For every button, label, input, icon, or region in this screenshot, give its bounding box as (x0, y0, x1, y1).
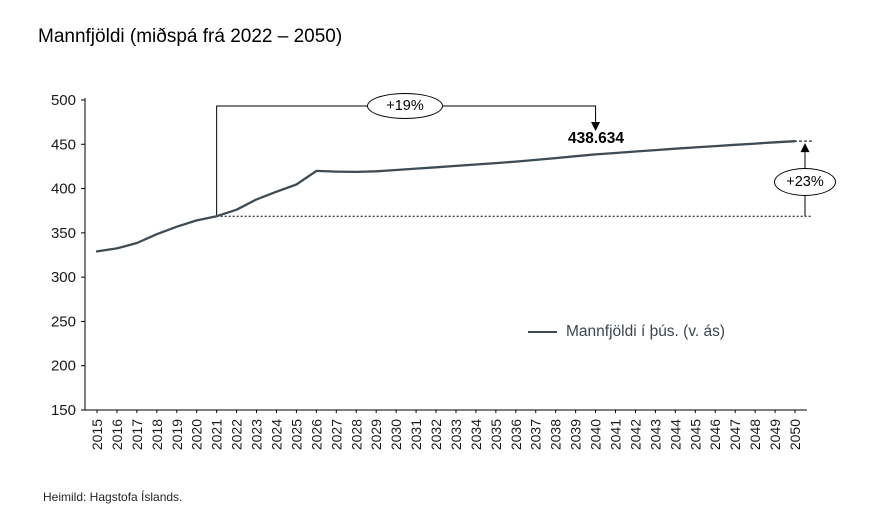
arrow-up-icon (800, 143, 810, 153)
y-tick-label: 400 (51, 181, 76, 198)
y-tick-label: 350 (51, 225, 76, 242)
population-line-chart: 150 200 250 300 350 400 450 500 2015 2016 2017 2018… (51, 92, 812, 450)
x-tick-label: 2027 (328, 419, 344, 450)
source-note: Heimild: Hagstofa Íslands. (43, 490, 183, 504)
x-tick-label: 2048 (747, 419, 763, 450)
x-tick-label: 2039 (568, 419, 584, 450)
x-tick-label: 2040 (588, 419, 604, 450)
x-tick-label: 2032 (428, 419, 444, 450)
x-tick-label: 2042 (627, 419, 643, 450)
annotation-growth-2021-2050-label: +23% (786, 174, 824, 190)
x-tick-label: 2019 (169, 419, 185, 450)
y-tick-label: 300 (51, 269, 76, 286)
x-tick-label: 2023 (249, 419, 265, 450)
x-tick-label: 2021 (209, 419, 225, 450)
x-tick-label: 2041 (608, 419, 624, 450)
legend: Mannfjöldi í þús. (v. ás) (528, 323, 725, 341)
y-tick-label: 500 (51, 92, 76, 109)
annotation-value-2040: 438.634 (567, 130, 625, 147)
annotation-growth-2021-2050: +23% (774, 168, 836, 196)
x-tick-label: 2049 (767, 419, 783, 450)
y-tick-label: 450 (51, 136, 76, 153)
series-line (95, 140, 797, 253)
x-tick-label: 2033 (448, 419, 464, 450)
y-tick-label: 150 (51, 402, 76, 419)
x-tick-label: 2025 (288, 419, 304, 450)
x-tick-label: 2044 (667, 419, 683, 450)
x-tick-label: 2035 (488, 419, 504, 450)
y-tick-label: 250 (51, 313, 76, 330)
x-tick-label: 2036 (508, 419, 524, 450)
x-tick-label: 2047 (727, 419, 743, 450)
legend-line-sample (528, 331, 557, 333)
x-tick-label: 2030 (388, 419, 404, 450)
x-tick-label: 2018 (149, 419, 165, 450)
arrow-down-icon (591, 122, 601, 131)
x-tick-label: 2015 (89, 419, 105, 450)
x-tick-label: 2038 (548, 419, 564, 450)
x-tick-label: 2017 (129, 419, 145, 450)
x-tick-label: 2026 (308, 419, 324, 450)
x-tick-label: 2050 (787, 419, 803, 450)
x-tick-label: 2045 (687, 419, 703, 450)
annotation-growth-2021-2040-label: +19% (386, 98, 424, 114)
y-tick-label: 200 (51, 358, 76, 375)
annotation-growth-2021-2040: +19% (367, 93, 443, 119)
chart-title: Mannfjöldi (miðspá frá 2022 – 2050) (38, 26, 343, 47)
x-tick-label: 2031 (408, 419, 424, 450)
x-tick-label: 2046 (707, 419, 723, 450)
x-tick-label: 2022 (229, 419, 245, 450)
x-tick-label: 2016 (109, 419, 125, 450)
x-tick-label: 2043 (647, 419, 663, 450)
x-tick-label: 2020 (189, 419, 205, 450)
legend-label: Mannfjöldi í þús. (v. ás) (566, 323, 726, 340)
x-tick-label: 2024 (268, 419, 284, 450)
x-tick-label: 2037 (528, 419, 544, 450)
x-tick-label: 2028 (348, 419, 364, 450)
x-tick-label: 2034 (468, 419, 484, 450)
callout-19pct-line (216, 105, 597, 217)
x-tick-label: 2029 (368, 419, 384, 450)
